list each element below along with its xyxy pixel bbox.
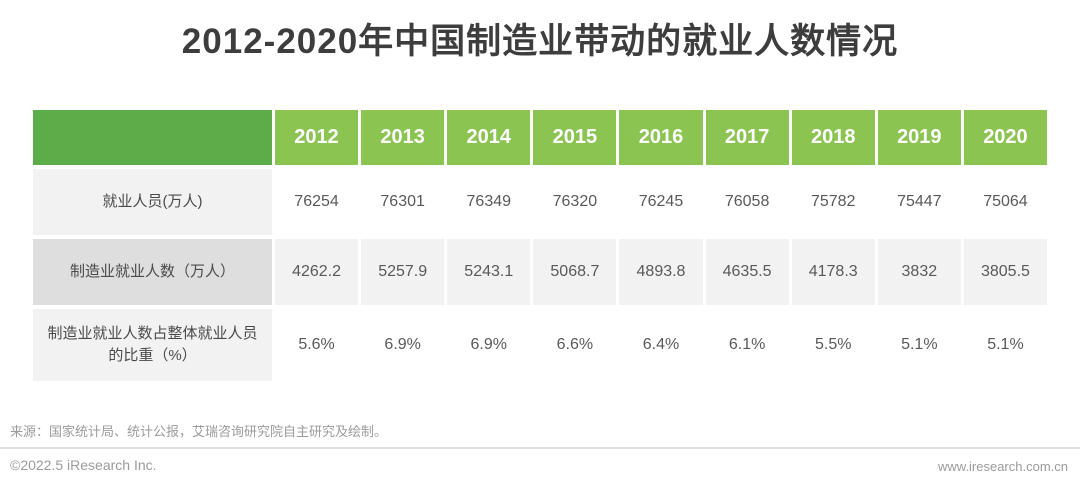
value-cell: 4262.2: [275, 239, 359, 305]
table-row: 制造业就业人数占整体就业人员的比重（%） 5.6% 6.9% 6.9% 6.6% 6.4%…: [33, 309, 1047, 381]
value-cell: 76254: [275, 169, 359, 235]
value-cell: 6.4%: [619, 309, 703, 381]
table-header-row: 2012 2013 2014 2015 2016 2017 2018 2019 2020: [33, 110, 1047, 165]
value-cell: 75064: [963, 169, 1047, 235]
value-cell: 6.9%: [447, 309, 531, 381]
value-cell: 4893.8: [619, 239, 703, 305]
table-row: 就业人员(万人) 76254 76301 76349 76320 76245 76058 75…: [33, 169, 1047, 235]
year-header-cell: 2017: [705, 110, 789, 165]
value-cell: 6.6%: [533, 309, 617, 381]
source-note: 来源：国家统计局、统计公报，艾瑞咨询研究院自主研究及绘制。: [10, 424, 388, 439]
value-cell: 3805.5: [963, 239, 1047, 305]
footer-divider: [0, 447, 1080, 449]
value-cell: 5.6%: [275, 309, 359, 381]
chart-title: 2012-2020年中国制造业带动的就业人数情况: [181, 22, 899, 61]
value-cell: 76245: [619, 169, 703, 235]
row-label-cell: 制造业就业人数（万人）: [33, 239, 272, 305]
data-table: 2012 2013 2014 2015 2016 2017 2018 2019 2020 就业人员…: [33, 110, 1047, 385]
value-cell: 3832: [877, 239, 961, 305]
row-label-cell: 制造业就业人数占整体就业人员的比重（%）: [33, 309, 272, 381]
year-header-cell: 2018: [791, 110, 875, 165]
value-cell: 6.1%: [705, 309, 789, 381]
value-cell: 75447: [877, 169, 961, 235]
row-label-cell: 就业人员(万人): [33, 169, 272, 235]
header-corner-cell: [33, 110, 272, 165]
value-cell: 5.5%: [791, 309, 875, 381]
value-cell: 76349: [447, 169, 531, 235]
value-cell: 5.1%: [877, 309, 961, 381]
table-row: 制造业就业人数（万人） 4262.2 5257.9 5243.1 5068.7 4893.…: [33, 239, 1047, 305]
year-header-cell: 2014: [447, 110, 531, 165]
value-cell: 4635.5: [705, 239, 789, 305]
value-cell: 6.9%: [361, 309, 445, 381]
website-link: www.iresearch.com.cn: [937, 459, 1068, 474]
year-header-cell: 2015: [533, 110, 617, 165]
value-cell: 4178.3: [791, 239, 875, 305]
value-cell: 5257.9: [361, 239, 445, 305]
year-header-cell: 2019: [877, 110, 961, 165]
value-cell: 5243.1: [447, 239, 531, 305]
value-cell: 76058: [705, 169, 789, 235]
value-cell: 76301: [361, 169, 445, 235]
year-header-cell: 2013: [361, 110, 445, 165]
value-cell: 5.1%: [963, 309, 1047, 381]
value-cell: 76320: [533, 169, 617, 235]
year-header-cell: 2016: [619, 110, 703, 165]
value-cell: 75782: [791, 169, 875, 235]
year-header-cell: 2020: [963, 110, 1047, 165]
copyright-text: ©2022.5 iResearch Inc.: [10, 457, 157, 473]
value-cell: 5068.7: [533, 239, 617, 305]
year-header-cell: 2012: [275, 110, 359, 165]
